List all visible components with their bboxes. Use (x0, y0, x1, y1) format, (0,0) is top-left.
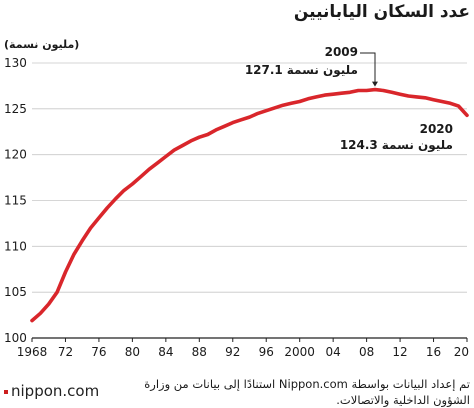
y-tick-label: 125 (4, 102, 27, 116)
annotation-peak-number: 127.1 (245, 63, 283, 77)
y-tick-label: 120 (4, 148, 27, 162)
population-series-line (30, 87, 469, 323)
x-tick-label: 84 (158, 345, 173, 359)
x-tick-label: 04 (326, 345, 341, 359)
y-tick-label: 105 (4, 285, 27, 299)
series-layer (30, 87, 469, 323)
y-tick-label: 110 (4, 239, 27, 253)
x-tick-label: 2000 (284, 345, 315, 359)
chart-title: عدد السكان اليابانيين (293, 2, 470, 22)
logo-dot-icon (4, 389, 8, 394)
x-tick-label: 72 (58, 345, 73, 359)
y-tick-label: 100 (4, 331, 27, 345)
x-tick-label: 80 (125, 345, 140, 359)
annotation-2020-unit: مليون نسمة (382, 138, 453, 153)
annotation-peak-leader (360, 52, 376, 85)
nippon-logo: nippon.com (4, 382, 99, 400)
y-tick-label: 115 (4, 194, 27, 208)
source-note: تم إعداد البيانات بواسطة Nippon.com استن… (144, 377, 470, 407)
logo-text: nippon.com (11, 382, 100, 400)
x-tick-label: 20 (454, 345, 469, 359)
x-tick-labels: 1968 72 76 80 84 88 92 96 2000 04 08 12 16 20 (17, 338, 469, 359)
x-tick-label: 08 (359, 345, 374, 359)
x-tick-label: 12 (392, 345, 407, 359)
annotation-peak-value: 127.1 مليون نسمة (245, 63, 358, 78)
annotations: 2009 127.1 مليون نسمة 2020 124.3 مليون نسمة (245, 45, 453, 153)
x-tick-label: 1968 (17, 345, 48, 359)
grid-lines (32, 62, 467, 339)
x-tick-label: 92 (225, 345, 240, 359)
x-tick-label: 96 (259, 345, 274, 359)
x-tick-label: 16 (426, 345, 441, 359)
x-tick-label: 76 (91, 345, 106, 359)
annotation-peak-year: 2009 (325, 45, 358, 59)
y-axis-unit-label: (مليون نسمة) (4, 38, 80, 51)
annotation-peak-unit: مليون نسمة (287, 63, 358, 78)
annotation-peak-arrow (371, 81, 378, 87)
y-tick-labels: 100 105 110 115 120 125 130 (4, 56, 27, 345)
annotation-2020-value: 124.3 مليون نسمة (340, 138, 453, 153)
y-tick-label: 130 (4, 56, 27, 70)
annotation-2020-number: 124.3 (340, 138, 378, 152)
annotation-2020-year: 2020 (420, 122, 453, 136)
x-tick-label: 88 (192, 345, 207, 359)
